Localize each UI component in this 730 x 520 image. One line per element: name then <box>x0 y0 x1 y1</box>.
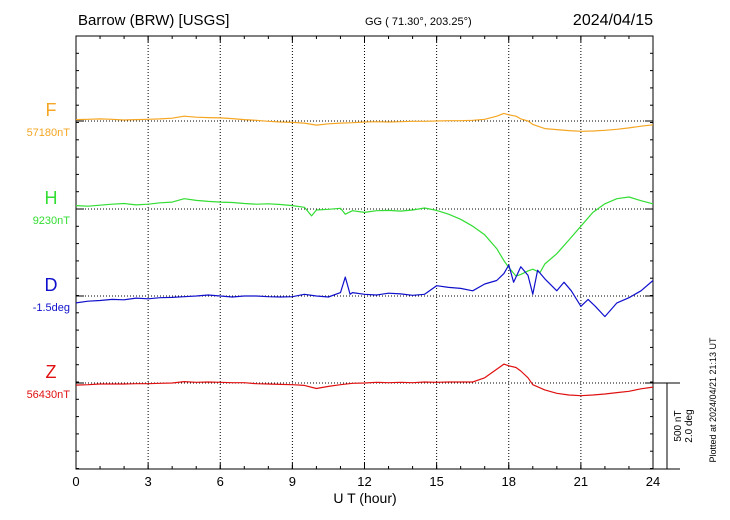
series-name-Z: Z <box>46 362 57 382</box>
series-baseline-label-F: 57180nT <box>27 127 71 139</box>
series-line-D <box>75 264 654 318</box>
series-line-F <box>75 112 654 132</box>
series-labels: F 57180nT H 9230nT D -1.5deg Z 56430nT <box>27 100 71 401</box>
series-name-F: F <box>46 100 57 120</box>
plotted-at-note: Plotted at 2024/04/21 21:13 UT <box>708 337 718 463</box>
x-tick-label-9: 9 <box>289 474 296 489</box>
x-tick-label-0: 0 <box>72 474 79 489</box>
series-lines <box>75 112 654 397</box>
x-tick-label-21: 21 <box>574 474 588 489</box>
series-name-H: H <box>45 188 58 208</box>
series-line-Z <box>75 363 654 397</box>
scale-bar-label-deg: 2.0 deg <box>684 409 695 442</box>
x-tick-label-6: 6 <box>217 474 224 489</box>
x-tick-label-24: 24 <box>646 474 660 489</box>
scale-bar: 500 nT 2.0 deg <box>653 382 695 470</box>
series-name-D: D <box>45 275 58 295</box>
scale-bar-label-nt: 500 nT <box>673 410 684 441</box>
series-baseline-label-D: -1.5deg <box>33 302 70 314</box>
series-line-H <box>75 196 654 277</box>
x-tick-label-3: 3 <box>145 474 152 489</box>
x-tick-label-12: 12 <box>357 474 371 489</box>
x-axis-label: U T (hour) <box>333 490 396 506</box>
series-baseline-label-H: 9230nT <box>33 215 71 227</box>
grid-lines <box>147 36 582 469</box>
x-tick-label-15: 15 <box>429 474 443 489</box>
date-label: 2024/04/15 <box>573 12 653 29</box>
x-tick-label-18: 18 <box>502 474 516 489</box>
x-axis-ticks: 0 3 6 9 12 15 18 21 24 <box>72 35 660 489</box>
series-baseline-label-Z: 56430nT <box>27 389 71 401</box>
chart-title: Barrow (BRW) [USGS] <box>78 12 229 29</box>
coordinates-label: GG ( 71.30°, 203.25°) <box>365 16 472 28</box>
